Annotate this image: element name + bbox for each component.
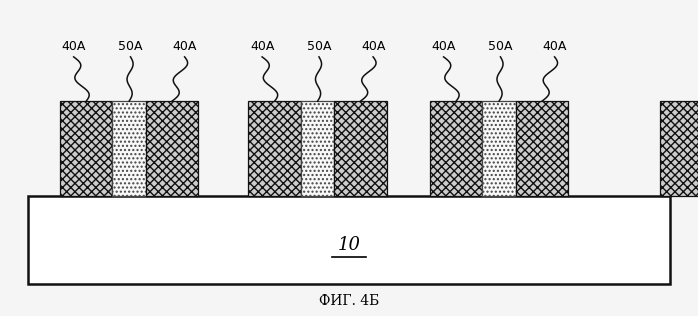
- Bar: [301, 101, 334, 196]
- Bar: [430, 101, 482, 196]
- Text: 50A: 50A: [306, 40, 332, 53]
- Text: 50A: 50A: [118, 40, 143, 53]
- Bar: [482, 101, 516, 196]
- Text: 40A: 40A: [61, 40, 86, 53]
- Text: 10: 10: [338, 236, 360, 253]
- Bar: [112, 101, 146, 196]
- Text: 40A: 40A: [542, 40, 567, 53]
- Bar: [28, 196, 670, 284]
- Text: 40A: 40A: [250, 40, 274, 53]
- Text: 50A: 50A: [488, 40, 513, 53]
- Bar: [248, 101, 301, 196]
- Bar: [334, 101, 387, 196]
- Bar: [60, 101, 112, 196]
- Bar: [660, 101, 698, 196]
- Text: 40A: 40A: [431, 40, 456, 53]
- Bar: [146, 101, 198, 196]
- Text: 40A: 40A: [172, 40, 197, 53]
- Text: 40A: 40A: [361, 40, 385, 53]
- Text: ФИГ. 4Б: ФИГ. 4Б: [319, 294, 379, 308]
- Bar: [516, 101, 568, 196]
